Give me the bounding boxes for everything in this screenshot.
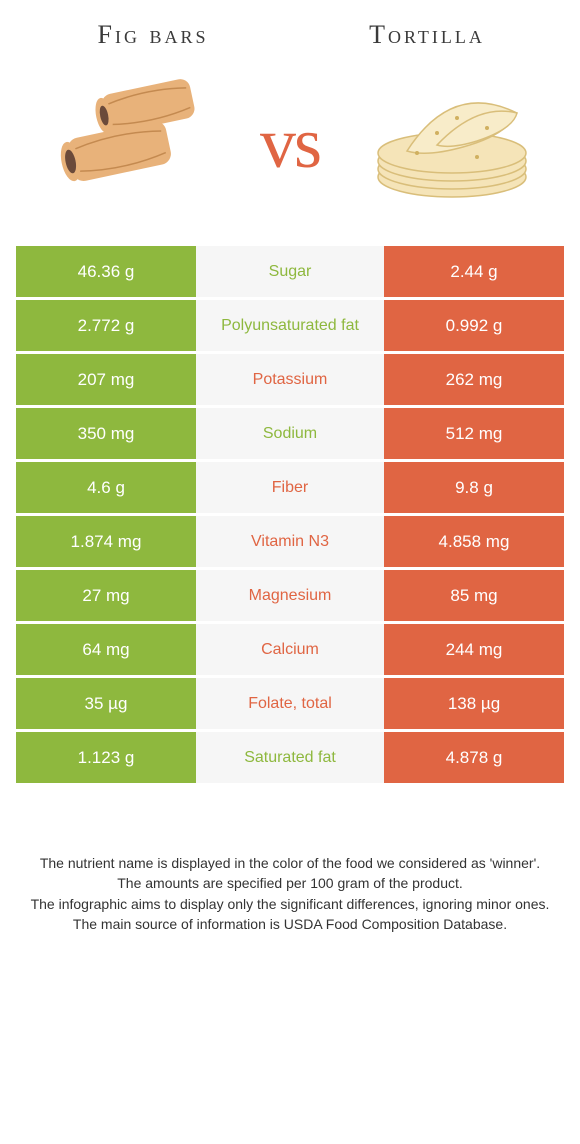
right-value: 85 mg bbox=[384, 570, 564, 621]
nutrient-row: 1.123 gSaturated fat4.878 g bbox=[16, 732, 564, 783]
infographic-container: Fig bars Tortilla v bbox=[0, 0, 580, 954]
footnote-line: The infographic aims to display only the… bbox=[24, 894, 556, 914]
footnotes: The nutrient name is displayed in the co… bbox=[16, 853, 564, 934]
left-value: 27 mg bbox=[16, 570, 196, 621]
right-value: 244 mg bbox=[384, 624, 564, 675]
right-value: 138 µg bbox=[384, 678, 564, 729]
left-value: 1.123 g bbox=[16, 732, 196, 783]
left-value: 1.874 mg bbox=[16, 516, 196, 567]
nutrient-row: 64 mgCalcium244 mg bbox=[16, 624, 564, 675]
left-value: 4.6 g bbox=[16, 462, 196, 513]
footnote-line: The amounts are specified per 100 gram o… bbox=[24, 873, 556, 893]
right-value: 9.8 g bbox=[384, 462, 564, 513]
nutrient-label: Magnesium bbox=[196, 570, 384, 621]
nutrient-row: 1.874 mgVitamin N34.858 mg bbox=[16, 516, 564, 567]
right-value: 4.878 g bbox=[384, 732, 564, 783]
fig-bars-icon bbox=[16, 78, 240, 208]
right-value: 512 mg bbox=[384, 408, 564, 459]
tortilla-icon bbox=[340, 73, 564, 213]
nutrient-row: 4.6 gFiber9.8 g bbox=[16, 462, 564, 513]
nutrient-label: Potassium bbox=[196, 354, 384, 405]
left-food-title: Fig bars bbox=[16, 20, 290, 50]
title-row: Fig bars Tortilla bbox=[16, 20, 564, 50]
nutrient-label: Polyunsaturated fat bbox=[196, 300, 384, 351]
nutrient-row: 207 mgPotassium262 mg bbox=[16, 354, 564, 405]
footnote-line: The nutrient name is displayed in the co… bbox=[24, 853, 556, 873]
nutrient-label: Fiber bbox=[196, 462, 384, 513]
right-value: 0.992 g bbox=[384, 300, 564, 351]
nutrient-row: 46.36 gSugar2.44 g bbox=[16, 246, 564, 297]
right-value: 4.858 mg bbox=[384, 516, 564, 567]
nutrient-row: 35 µgFolate, total138 µg bbox=[16, 678, 564, 729]
nutrient-label: Sodium bbox=[196, 408, 384, 459]
images-row: vs bbox=[16, 58, 564, 228]
nutrient-row: 2.772 gPolyunsaturated fat0.992 g bbox=[16, 300, 564, 351]
left-value: 207 mg bbox=[16, 354, 196, 405]
right-food-title: Tortilla bbox=[290, 20, 564, 50]
footnote-line: The main source of information is USDA F… bbox=[24, 914, 556, 934]
nutrient-row: 27 mgMagnesium85 mg bbox=[16, 570, 564, 621]
nutrient-row: 350 mgSodium512 mg bbox=[16, 408, 564, 459]
vs-text: vs bbox=[240, 102, 340, 185]
right-value: 262 mg bbox=[384, 354, 564, 405]
nutrient-label: Saturated fat bbox=[196, 732, 384, 783]
left-value: 46.36 g bbox=[16, 246, 196, 297]
left-value: 2.772 g bbox=[16, 300, 196, 351]
nutrient-label: Calcium bbox=[196, 624, 384, 675]
nutrient-table: 46.36 gSugar2.44 g2.772 gPolyunsaturated… bbox=[16, 246, 564, 783]
nutrient-label: Sugar bbox=[196, 246, 384, 297]
nutrient-label: Vitamin N3 bbox=[196, 516, 384, 567]
right-value: 2.44 g bbox=[384, 246, 564, 297]
left-value: 64 mg bbox=[16, 624, 196, 675]
left-value: 35 µg bbox=[16, 678, 196, 729]
left-value: 350 mg bbox=[16, 408, 196, 459]
nutrient-label: Folate, total bbox=[196, 678, 384, 729]
